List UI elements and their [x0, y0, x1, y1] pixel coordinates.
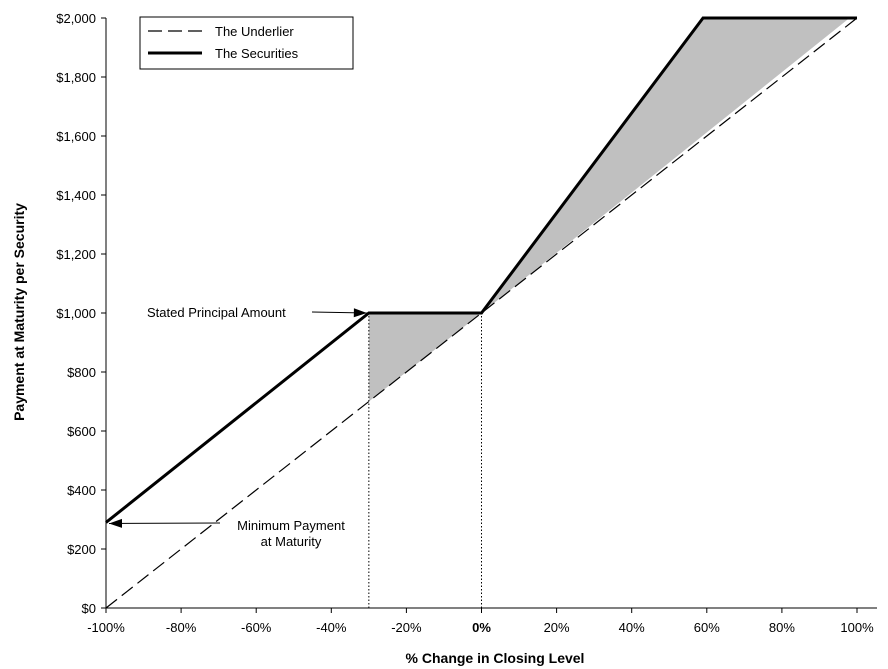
- x-tick-label: -80%: [166, 620, 197, 635]
- y-axis-title: Payment at Maturity per Security: [11, 203, 27, 421]
- legend-label-underlier: The Underlier: [215, 24, 294, 39]
- series-line-securities: [105, 16, 857, 524]
- y-tick-label: $400: [67, 483, 96, 498]
- y-tick-label: $200: [67, 542, 96, 557]
- reference-lines: [368, 313, 482, 608]
- x-tick-label: -40%: [316, 620, 347, 635]
- annotation-stated-principal-arrow-head: [353, 308, 367, 318]
- x-tick-label: 60%: [694, 620, 720, 635]
- legend-label-securities: The Securities: [215, 46, 299, 61]
- y-tick-label: $800: [67, 365, 96, 380]
- legend: The Underlier The Securities: [139, 16, 354, 70]
- annotation-minimum-payment: Minimum Payment at Maturity: [237, 518, 345, 549]
- y-tick-label: $1,200: [56, 247, 96, 262]
- shaded-regions: [368, 18, 850, 402]
- y-tick-label: $1,000: [56, 306, 96, 321]
- x-tick-label: 40%: [619, 620, 645, 635]
- annotation-stated-principal: Stated Principal Amount: [147, 305, 286, 320]
- x-tick-label: -60%: [241, 620, 272, 635]
- y-tick-label: $1,800: [56, 70, 96, 85]
- x-axis-ticks: -100% -80% -60% -40% -20% 0% 20% 40% 60% 80% 100%: [87, 608, 874, 635]
- x-tick-label: 100%: [840, 620, 874, 635]
- annotations: Stated Principal Amount Minimum Payment at…: [108, 305, 367, 549]
- y-tick-label: $2,000: [56, 11, 96, 26]
- shaded-region-1: [481, 18, 850, 313]
- x-tick-label: 20%: [544, 620, 570, 635]
- y-tick-label: $0: [82, 601, 96, 616]
- x-tick-label: 80%: [769, 620, 795, 635]
- x-tick-label: -20%: [391, 620, 422, 635]
- legend-box: [139, 16, 354, 70]
- x-axis-title: % Change in Closing Level: [406, 650, 585, 666]
- y-tick-label: $1,600: [56, 129, 96, 144]
- y-tick-label: $600: [67, 424, 96, 439]
- y-tick-label: $1,400: [56, 188, 96, 203]
- series-lines: [105, 16, 858, 609]
- annotation-minimum-payment-arrow-head: [109, 518, 123, 528]
- x-tick-label: 0%: [472, 620, 491, 635]
- y-axis-ticks: $0 $200 $400 $600 $800 $1,000 $1,200 $1,400 $1,6…: [56, 11, 106, 616]
- x-tick-label: -100%: [87, 620, 125, 635]
